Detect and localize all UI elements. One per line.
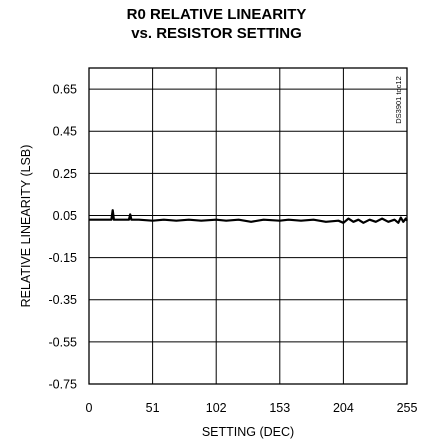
series-line — [89, 209, 408, 224]
y-tick-label: -0.15 — [49, 251, 78, 265]
tick-labels: 0 51 102 153 204 255 0.65 0.45 0.25 0.05 -0.15 -0.3… — [49, 83, 418, 415]
figure-code-annotation: DS3901 toc12 — [394, 76, 403, 124]
x-tick-label: 51 — [146, 401, 160, 415]
y-tick-label: -0.35 — [49, 293, 78, 307]
y-tick-label: 0.25 — [53, 167, 77, 181]
x-tick-label: 0 — [86, 401, 93, 415]
data-series — [89, 209, 408, 224]
chart-title: R0 RELATIVE LINEARITY — [126, 6, 307, 23]
y-tick-label: 0.05 — [53, 209, 77, 223]
y-tick-label: -0.75 — [49, 378, 78, 392]
chart-subtitle: vs. RESISTOR SETTING — [131, 25, 302, 42]
grid — [89, 68, 407, 384]
x-tick-label: 153 — [269, 401, 290, 415]
x-axis-label: SETTING (DEC) — [202, 425, 294, 439]
x-tick-label: 255 — [397, 401, 418, 415]
y-tick-label: -0.55 — [49, 335, 78, 349]
x-tick-label: 102 — [206, 401, 227, 415]
plot-frame — [88, 67, 408, 385]
y-tick-label: 0.65 — [53, 83, 77, 97]
y-axis-label: RELATIVE LINEARITY (LSB) — [19, 145, 33, 308]
y-tick-label: 0.45 — [53, 125, 77, 139]
x-tick-label: 204 — [333, 401, 354, 415]
